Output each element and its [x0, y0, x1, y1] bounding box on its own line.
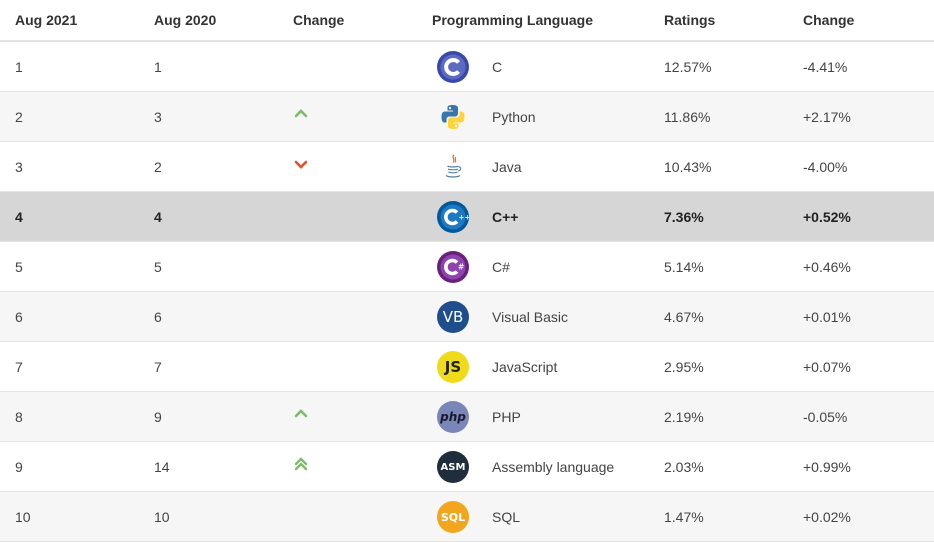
rank-aug-2021: 5 [15, 258, 23, 275]
rank-aug-2020: 1 [154, 58, 162, 75]
header-ratings[interactable]: Ratings [664, 12, 716, 28]
language-name[interactable]: Java [492, 158, 522, 175]
rank-aug-2021: 2 [15, 108, 23, 125]
c-logo-icon [437, 51, 469, 86]
rating-change-value: +0.52% [803, 208, 851, 225]
rating-change-value: +0.99% [803, 458, 851, 475]
rank-aug-2021: 8 [15, 408, 23, 425]
rating-value: 2.19% [664, 408, 704, 425]
table-header: Aug 2021 Aug 2020 Change Programming Lan… [0, 0, 934, 42]
sql-logo-icon: SQL [437, 501, 469, 533]
language-name[interactable]: Assembly language [492, 458, 615, 475]
rating-change-value: -4.00% [803, 158, 848, 175]
table-row-highlighted: 4 4 ++ C++ 7.36% +0.52% [0, 192, 934, 242]
icon-text: JS [444, 358, 462, 376]
rating-change-value: +2.17% [803, 108, 851, 125]
table-row: 6 6 VB Visual Basic 4.67% +0.01% [0, 292, 934, 342]
language-name[interactable]: SQL [492, 508, 521, 525]
language-name[interactable]: C++ [492, 208, 519, 225]
python-logo-icon [437, 101, 469, 136]
rating-change-value: +0.07% [803, 358, 851, 375]
rank-aug-2021: 7 [15, 358, 23, 375]
rank-aug-2020: 14 [154, 458, 170, 475]
rating-value: 1.47% [664, 508, 704, 525]
cpp-logo-icon: ++ [437, 201, 470, 236]
rank-aug-2020: 6 [154, 308, 162, 325]
table-row: 8 9 php PHP 2.19% -0.05% [0, 392, 934, 442]
trend-double-up-icon [293, 456, 309, 472]
icon-text: VB [442, 308, 464, 326]
svg-text:#: # [458, 263, 464, 272]
language-name[interactable]: PHP [492, 408, 521, 425]
php-logo-icon: php [437, 401, 469, 433]
rating-change-value: -0.05% [803, 408, 848, 425]
icon-text: php [440, 410, 466, 424]
assembly-logo-icon: ASM [437, 451, 469, 483]
java-logo-icon [437, 151, 469, 186]
trend-up-icon [293, 106, 309, 122]
header-change[interactable]: Change [293, 12, 345, 28]
rating-value: 7.36% [664, 208, 704, 225]
language-name[interactable]: JavaScript [492, 358, 558, 375]
icon-text: ASM [440, 461, 466, 473]
rank-aug-2021: 3 [15, 158, 23, 175]
language-name[interactable]: Visual Basic [492, 308, 569, 325]
rank-aug-2021: 9 [15, 458, 23, 475]
rating-value: 10.43% [664, 158, 712, 175]
table-row: 2 3 Python 11.86% +2.17% [0, 92, 934, 142]
rating-change-value: +0.02% [803, 508, 851, 525]
csharp-logo-icon: # [437, 251, 469, 286]
icon-text: SQL [440, 510, 466, 524]
rank-aug-2020: 5 [154, 258, 162, 275]
header-aug-2020[interactable]: Aug 2020 [154, 12, 217, 28]
language-name[interactable]: C# [492, 258, 510, 275]
rating-value: 5.14% [664, 258, 704, 275]
rank-aug-2020: 9 [154, 408, 162, 425]
rank-aug-2020: 3 [154, 108, 162, 125]
rank-aug-2020: 2 [154, 158, 162, 175]
language-name[interactable]: C [492, 58, 503, 75]
rating-change-value: +0.46% [803, 258, 851, 275]
rank-aug-2021: 6 [15, 308, 23, 325]
rating-value: 4.67% [664, 308, 704, 325]
visual-basic-logo-icon: VB [437, 301, 469, 333]
table-row: 7 7 JS JavaScript 2.95% +0.07% [0, 342, 934, 392]
header-aug-2021[interactable]: Aug 2021 [15, 12, 78, 28]
rank-aug-2020: 10 [154, 508, 170, 525]
rating-change-value: -4.41% [803, 58, 848, 75]
rank-aug-2020: 4 [154, 208, 162, 225]
header-programming-language[interactable]: Programming Language [432, 12, 594, 28]
rating-value: 2.95% [664, 358, 704, 375]
rating-value: 12.57% [664, 58, 712, 75]
header-rating-change[interactable]: Change [803, 12, 855, 28]
rank-aug-2021: 1 [15, 58, 23, 75]
table-row: 9 14 ASM Assembly language 2.03% +0.99% [0, 442, 934, 492]
rank-aug-2021: 10 [15, 508, 31, 525]
trend-up-icon [293, 406, 309, 422]
rank-aug-2020: 7 [154, 358, 162, 375]
rank-aug-2021: 4 [15, 208, 23, 225]
table-row: 10 10 SQL SQL 1.47% +0.02% [0, 492, 934, 542]
table-row: 3 2 Java 10.43% -4.00% [0, 142, 934, 192]
table-row: 5 5 # C# 5.14% +0.46% [0, 242, 934, 292]
javascript-logo-icon: JS [437, 351, 469, 383]
rating-value: 2.03% [664, 458, 704, 475]
trend-down-icon [293, 156, 309, 172]
table-row: 1 1 C 12.57% -4.41% [0, 42, 934, 92]
svg-text:++: ++ [459, 214, 470, 222]
rating-value: 11.86% [664, 108, 711, 125]
language-name[interactable]: Python [492, 108, 536, 125]
rating-change-value: +0.01% [803, 308, 851, 325]
